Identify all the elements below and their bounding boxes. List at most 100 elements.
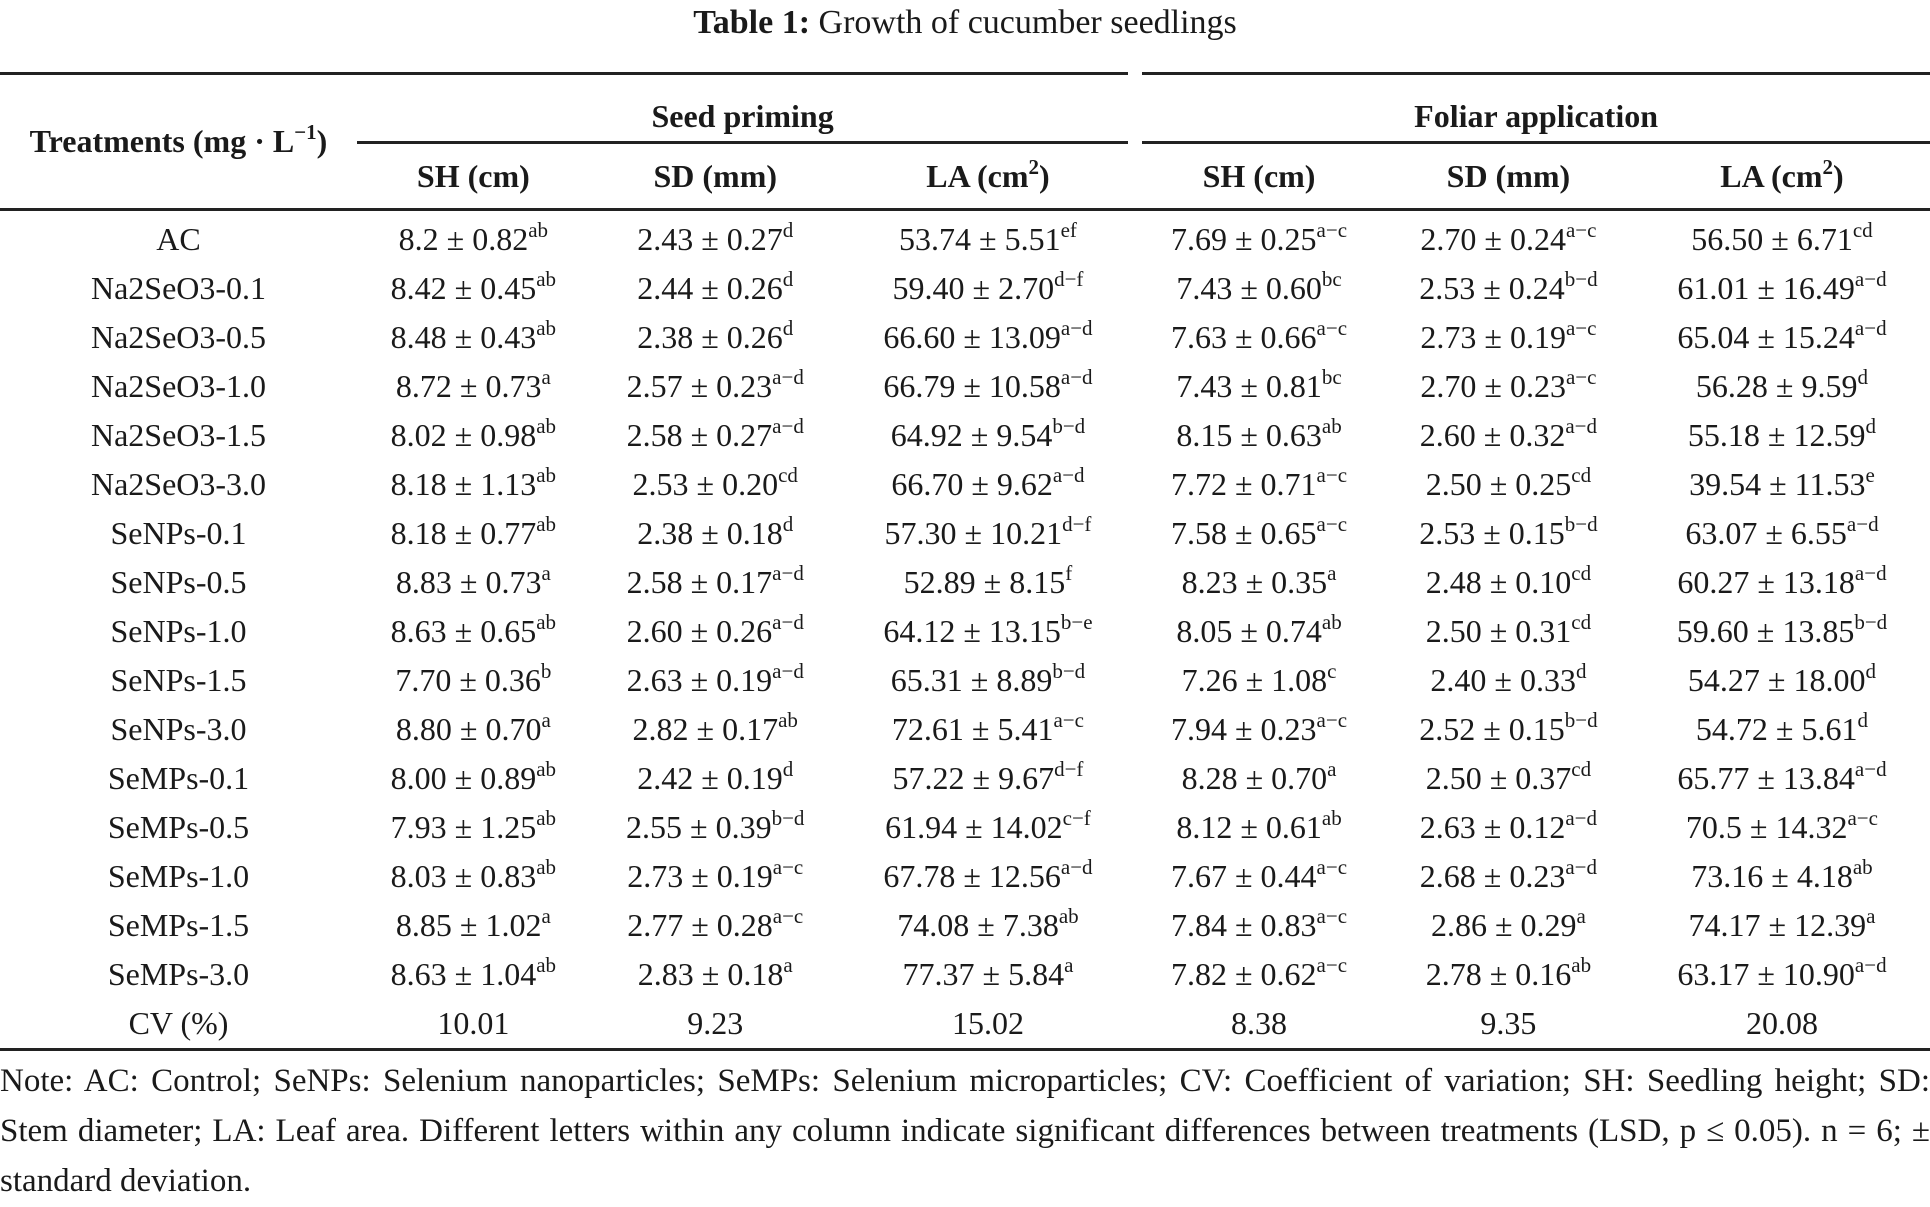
cell-value: 66.60 ± 13.09 — [883, 319, 1061, 355]
cell-significance-letters: cd — [1571, 463, 1592, 487]
cell-significance-letters: a−d — [772, 561, 804, 585]
cell-significance-letters: a — [1327, 757, 1337, 781]
cell-value: 74.17 ± 12.39 — [1688, 907, 1867, 943]
value-cell: 7.70 ± 0.36b — [357, 656, 590, 705]
value-cell: 2.40 ± 0.33d — [1383, 656, 1634, 705]
cell-significance-letters: a−d — [1565, 806, 1598, 830]
cell-significance-letters: d — [782, 218, 794, 242]
header-group-seed-priming: Seed priming — [357, 73, 1143, 144]
cell-value: 8.05 ± 0.74 — [1176, 613, 1322, 649]
value-cell: 8.15 ± 0.63ab — [1135, 411, 1383, 460]
cell-value: 72.61 ± 5.41 — [891, 711, 1054, 747]
cell-value: 7.43 ± 0.60 — [1176, 270, 1322, 306]
table-row: AC 8.2 ± 0.82ab 2.43 ± 0.27d 53.74 ± 5.51ef… — [0, 210, 1930, 265]
value-cell: 7.26 ± 1.08c — [1135, 656, 1383, 705]
cell-value: 8.63 ± 0.65 — [390, 613, 537, 649]
cell-significance-letters: a — [541, 561, 551, 585]
cell-value: 8.63 ± 1.04 — [390, 956, 537, 992]
header-group-foliar: Foliar application — [1135, 73, 1930, 144]
cell-value: 2.40 ± 0.33 — [1430, 662, 1576, 698]
cell-value: 8.72 ± 0.73 — [395, 368, 542, 404]
cell-significance-letters: a−d — [1854, 953, 1887, 977]
cell-value: 2.43 ± 0.27 — [637, 221, 783, 257]
table-row: Na2SeO3-0.1 8.42 ± 0.45ab 2.44 ± 0.26d 59.4… — [0, 264, 1930, 313]
table-row: CV (%) 10.01 9.23 15.02 8.38 9.35 20.08 — [0, 999, 1930, 1050]
cell-value: 10.01 — [437, 1005, 510, 1041]
value-cell: 61.94 ± 14.02c−f — [841, 803, 1135, 852]
value-cell: 52.89 ± 8.15f — [841, 558, 1135, 607]
cell-significance-letters: ab — [536, 512, 557, 536]
cell-significance-letters: a — [1327, 561, 1337, 585]
cell-value: 2.63 ± 0.19 — [626, 662, 773, 698]
cell-value: 56.50 ± 6.71 — [1691, 221, 1853, 257]
cell-significance-letters: a — [541, 708, 551, 732]
cell-value: 66.70 ± 9.62 — [891, 466, 1053, 502]
value-cell: 15.02 — [841, 999, 1135, 1050]
value-cell: 59.40 ± 2.70d−f — [841, 264, 1135, 313]
value-cell: 2.53 ± 0.15b−d — [1383, 509, 1634, 558]
cell-significance-letters: cd — [1571, 561, 1592, 585]
treatment-cell: SeNPs-1.0 — [110, 613, 247, 649]
value-cell: 7.94 ± 0.23a−c — [1135, 705, 1383, 754]
cell-significance-letters: a−c — [1316, 218, 1348, 242]
cell-value: 15.02 — [951, 1005, 1024, 1041]
value-cell: 56.50 ± 6.71cd — [1634, 210, 1930, 265]
header-treatments-close: ) — [316, 123, 328, 159]
column-header-label: LA (cm — [926, 157, 1029, 194]
cell-value: 7.26 ± 1.08 — [1181, 662, 1328, 698]
treatment-cell: SeMPs-3.0 — [107, 956, 250, 992]
cell-significance-letters: bc — [1321, 365, 1342, 389]
cell-value: 8.83 ± 0.73 — [395, 564, 542, 600]
cell-significance-letters: a — [1576, 904, 1586, 928]
cell-significance-letters: b−d — [1052, 659, 1086, 683]
column-header-label: SD (mm) — [653, 157, 777, 194]
value-cell: 54.27 ± 18.00d — [1634, 656, 1930, 705]
cell-significance-letters: e — [1865, 463, 1875, 487]
value-cell: 2.70 ± 0.24a−c — [1383, 210, 1634, 265]
cell-value: 59.40 ± 2.70 — [892, 270, 1055, 306]
value-cell: 2.57 ± 0.23a−d — [590, 362, 841, 411]
cell-value: 2.53 ± 0.15 — [1419, 515, 1565, 551]
value-cell: 8.02 ± 0.98ab — [357, 411, 590, 460]
cell-significance-letters: b−d — [1052, 414, 1086, 438]
value-cell: 2.48 ± 0.10cd — [1383, 558, 1634, 607]
cell-significance-letters: c−f — [1062, 806, 1091, 830]
cell-significance-letters: d — [782, 512, 794, 536]
cell-significance-letters: a−c — [1316, 953, 1348, 977]
cell-value: 2.50 ± 0.37 — [1425, 760, 1572, 796]
value-cell: 2.44 ± 0.26d — [590, 264, 841, 313]
cell-significance-letters: ab — [1321, 610, 1342, 634]
cell-significance-letters: b−d — [1854, 610, 1888, 634]
value-cell: 7.69 ± 0.25a−c — [1135, 210, 1383, 265]
cell-significance-letters: ab — [536, 806, 557, 830]
cell-significance-letters: ab — [536, 855, 557, 879]
cell-significance-letters: ab — [1058, 904, 1079, 928]
table-label: Table 1: — [693, 4, 811, 41]
cell-significance-letters: a−d — [772, 610, 804, 634]
cell-significance-letters: a−c — [1565, 316, 1597, 340]
cell-significance-letters: cd — [1571, 610, 1592, 634]
cell-value: 2.86 ± 0.29 — [1430, 907, 1577, 943]
cell-significance-letters: b−e — [1060, 610, 1093, 634]
value-cell: 8.80 ± 0.70a — [357, 705, 590, 754]
cell-significance-letters: a−c — [1847, 806, 1878, 830]
value-cell: 2.73 ± 0.19a−c — [1383, 313, 1634, 362]
cell-value: 65.77 ± 13.84 — [1677, 760, 1855, 796]
cell-significance-letters: b−d — [1564, 708, 1598, 732]
cell-significance-letters: a−d — [1846, 512, 1879, 536]
value-cell: 63.07 ± 6.55a−d — [1634, 509, 1930, 558]
cell-value: 7.58 ± 0.65 — [1170, 515, 1317, 551]
table-row: Na2SeO3-1.0 8.72 ± 0.73a 2.57 ± 0.23a−d 66.… — [0, 362, 1930, 411]
cell-significance-letters: bc — [1321, 267, 1342, 291]
cell-value: 61.94 ± 14.02 — [885, 809, 1063, 845]
cell-significance-letters: a−d — [1854, 316, 1887, 340]
value-cell: 73.16 ± 4.18ab — [1634, 852, 1930, 901]
column-header: SD (mm) — [1383, 143, 1634, 210]
value-cell: 55.18 ± 12.59d — [1634, 411, 1930, 460]
value-cell: 2.70 ± 0.23a−c — [1383, 362, 1634, 411]
cell-value: 63.07 ± 6.55 — [1685, 515, 1847, 551]
cell-significance-letters: a — [1064, 953, 1074, 977]
treatment-cell: SeNPs-0.1 — [110, 515, 247, 551]
column-header-sup: 2 — [1822, 154, 1833, 179]
cell-value: 8.38 — [1231, 1005, 1288, 1041]
